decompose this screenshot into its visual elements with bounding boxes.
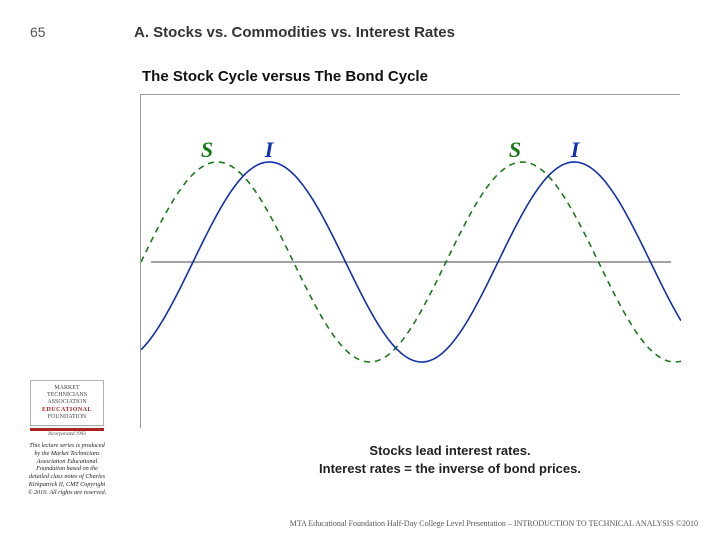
logo-line: MARKET [33,385,101,392]
logo-incorporated: Incorporated 1993 [30,432,104,437]
svg-text:S: S [509,137,521,162]
caption-line-2: Interest rates = the inverse of bond pri… [260,460,640,478]
page-number: 65 [30,24,46,40]
chart-caption: Stocks lead interest rates. Interest rat… [260,442,640,477]
cycle-chart-svg: SISI [141,95,681,429]
slide-footer: MTA Educational Foundation Half-Day Coll… [0,519,720,528]
chart-subtitle: The Stock Cycle versus The Bond Cycle [142,68,428,85]
logo-line: FOUNDATION [33,414,101,421]
caption-line-1: Stocks lead interest rates. [260,442,640,460]
logo-line: EDUCATIONAL [33,407,101,414]
logo-accent-bar [30,428,104,431]
attribution-text: This lecture series is produced by the M… [26,442,108,496]
svg-text:I: I [570,137,581,162]
logo-line: ASSOCIATION [33,399,101,406]
svg-text:S: S [201,137,213,162]
logo-line: TECHNICIANS [33,392,101,399]
foundation-logo: MARKET TECHNICIANS ASSOCIATION EDUCATION… [30,380,104,437]
cycle-chart: SISI [140,94,680,428]
section-title: A. Stocks vs. Commodities vs. Interest R… [134,24,455,41]
svg-text:I: I [264,137,275,162]
logo-rect: MARKET TECHNICIANS ASSOCIATION EDUCATION… [30,380,104,426]
